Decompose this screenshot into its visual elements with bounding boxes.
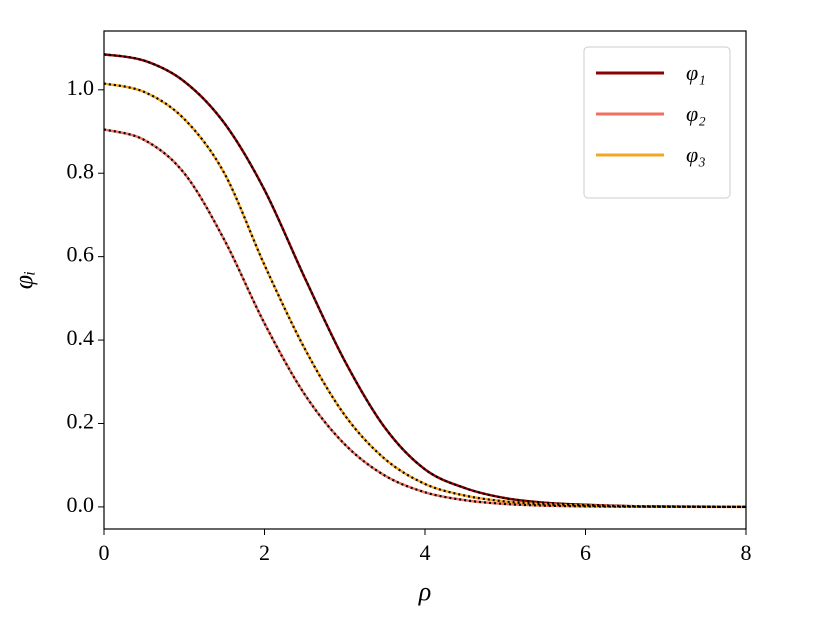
y-tick-label: 0.0 xyxy=(67,492,95,517)
overlay-line xyxy=(103,128,747,508)
y-tick-label: 1.0 xyxy=(67,75,95,100)
y-tick-label: 0.8 xyxy=(67,158,95,183)
legend-box xyxy=(583,46,731,199)
overlay-line xyxy=(103,53,747,508)
plot-frame xyxy=(103,30,747,530)
x-tick-label: 4 xyxy=(420,540,431,565)
x-tick-label: 6 xyxy=(580,540,591,565)
x-tick-label: 2 xyxy=(259,540,270,565)
overlay-line xyxy=(103,82,747,508)
legend-label: φ₂ xyxy=(686,101,706,126)
x-tick-label: 0 xyxy=(99,540,110,565)
x-tick-label: 8 xyxy=(741,540,752,565)
y-tick-label: 0.6 xyxy=(67,242,95,267)
legend-label: φ₃ xyxy=(686,142,706,167)
y-tick-label: 0.2 xyxy=(67,409,95,434)
y-axis-label: φᵢ xyxy=(9,271,38,290)
y-tick-label: 0.4 xyxy=(67,325,95,350)
x-axis-label: ρ xyxy=(418,577,431,606)
legend-label: φ₁ xyxy=(686,60,706,85)
